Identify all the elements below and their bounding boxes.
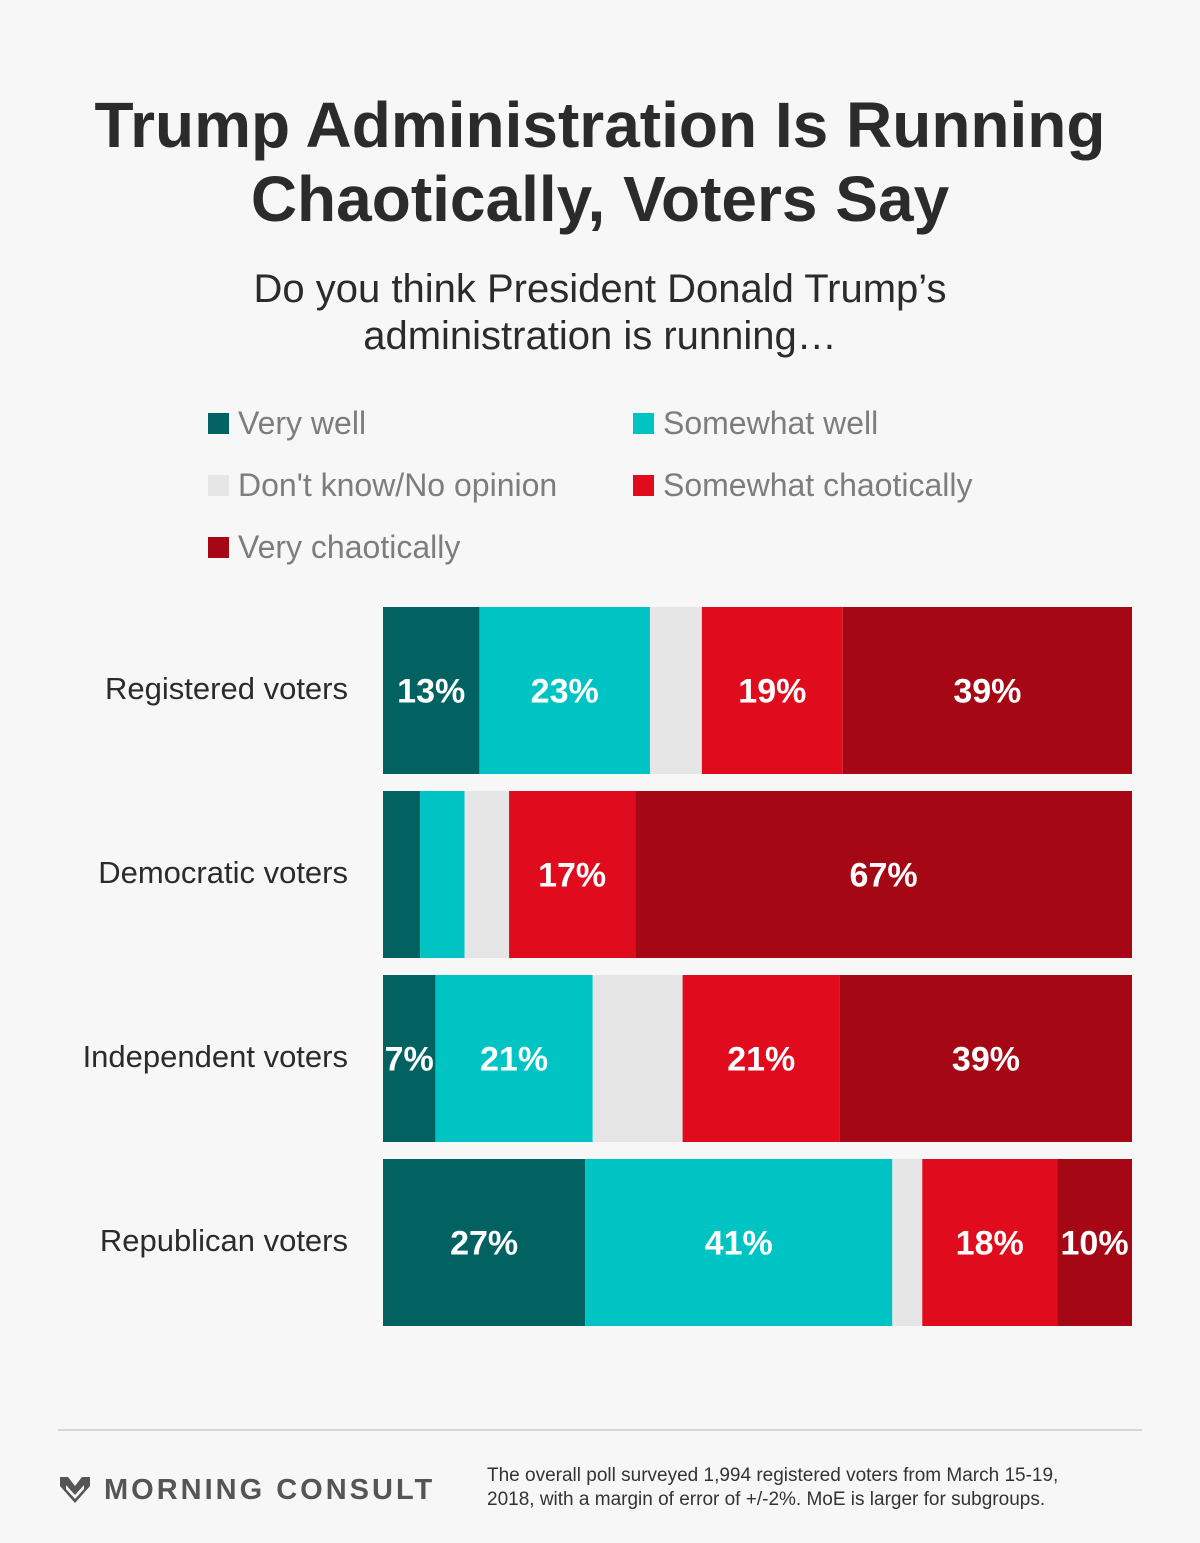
legend-label-dont-know: Don't know/No opinion: [238, 466, 558, 503]
legend-item-somewhat-well: Somewhat well: [633, 403, 878, 443]
brand-name: MORNING CONSULT: [104, 1473, 436, 1506]
chart-subtitle-line-1: Do you think President Donald Trump’s: [253, 267, 947, 311]
bar-republican-voters-don-t-know-no-opinion: [892, 1159, 923, 1326]
legend-label-very-well: Very well: [238, 404, 367, 441]
bar-registered-voters-don-t-know-no-opinion: [649, 607, 702, 774]
legend-item-very-chaotically: Very chaotically: [208, 527, 460, 567]
legend-label-somewhat-well: Somewhat well: [663, 404, 879, 441]
row-label-republican-voters: Republican voters: [99, 1223, 348, 1258]
legend-item-dont-know: Don't know/No opinion: [208, 465, 557, 505]
data-label-independent-voters-somewhat-chaotically: 21%: [727, 1041, 795, 1079]
data-label-independent-voters-very-well: 7%: [385, 1041, 434, 1079]
data-label-registered-voters-somewhat-well: 23%: [531, 673, 599, 711]
chart-legend: Very well Somewhat well Don't know/No op…: [208, 400, 1108, 580]
bar-registered-voters-somewhat-chaotically: [701, 607, 843, 774]
bar-registered-voters-somewhat-well: [479, 607, 650, 774]
bar-registered-voters-very-well: [383, 607, 480, 774]
legend-swatch-very-well: [208, 412, 229, 434]
data-label-independent-voters-somewhat-well: 21%: [480, 1041, 548, 1079]
chart-subtitle: Do you think President Donald Trump’s ad…: [0, 266, 1200, 360]
footer-divider: [58, 1429, 1142, 1431]
brand: MORNING CONSULT: [60, 1470, 435, 1510]
data-label-republican-voters-somewhat-chaotically: 18%: [956, 1225, 1024, 1263]
row-label-registered-voters: Registered voters: [105, 671, 348, 706]
chart-subtitle-line-2: administration is running…: [363, 314, 837, 358]
data-label-republican-voters-somewhat-well: 41%: [705, 1225, 773, 1263]
data-label-republican-voters-very-well: 27%: [450, 1225, 518, 1263]
morning-consult-logo-icon: [60, 1477, 90, 1503]
legend-item-somewhat-chaotically: Somewhat chaotically: [633, 465, 972, 505]
legend-label-very-chaotically: Very chaotically: [238, 528, 461, 565]
bar-republican-voters-very-well: [383, 1159, 586, 1326]
data-label-registered-voters-somewhat-chaotically: 19%: [738, 673, 806, 711]
legend-swatch-somewhat-well: [633, 412, 654, 434]
bar-democratic-voters-somewhat-well: [420, 791, 465, 958]
data-label-registered-voters-very-chaotically: 39%: [953, 673, 1021, 711]
legend-swatch-dont-know: [208, 474, 229, 496]
legend-swatch-somewhat-chaotically: [633, 474, 654, 496]
data-label-democratic-voters-somewhat-chaotically: 17%: [538, 857, 606, 895]
bar-registered-voters-very-chaotically: [842, 607, 1132, 774]
footnote-line-2: 2018, with a margin of error of +/-2%. M…: [487, 1489, 1046, 1510]
chart-title-line-2: Chaotically, Voters Say: [250, 163, 950, 235]
legend-item-very-well: Very well: [208, 403, 366, 443]
bar-democratic-voters-very-chaotically: [635, 791, 1132, 958]
chart-title: Trump Administration Is Running Chaotica…: [0, 88, 1200, 236]
bar-independent-voters-somewhat-chaotically: [682, 975, 840, 1142]
legend-label-somewhat-chaotically: Somewhat chaotically: [663, 466, 973, 503]
chart-title-line-1: Trump Administration Is Running: [94, 89, 1106, 161]
row-label-independent-voters: Independent voters: [82, 1039, 348, 1074]
bar-independent-voters-somewhat-well: [435, 975, 593, 1142]
bar-democratic-voters-don-t-know-no-opinion: [464, 791, 510, 958]
bar-independent-voters-very-chaotically: [839, 975, 1132, 1142]
data-label-independent-voters-very-chaotically: 39%: [952, 1041, 1020, 1079]
legend-swatch-very-chaotically: [208, 536, 229, 558]
bar-independent-voters-very-well: [383, 975, 436, 1142]
row-label-democratic-voters: Democratic voters: [98, 855, 348, 890]
data-label-registered-voters-very-well: 13%: [397, 673, 465, 711]
bar-democratic-voters-somewhat-chaotically: [509, 791, 636, 958]
bar-independent-voters-don-t-know-no-opinion: [592, 975, 683, 1142]
bar-republican-voters-somewhat-chaotically: [922, 1159, 1058, 1326]
data-label-democratic-voters-very-chaotically: 67%: [850, 857, 918, 895]
bar-republican-voters-very-chaotically: [1057, 1159, 1132, 1326]
footnote-line-1: The overall poll surveyed 1,994 register…: [487, 1465, 1059, 1486]
data-label-republican-voters-very-chaotically: 10%: [1061, 1225, 1129, 1263]
bar-democratic-voters-very-well: [383, 791, 421, 958]
bar-republican-voters-somewhat-well: [585, 1159, 893, 1326]
footnote: The overall poll surveyed 1,994 register…: [487, 1464, 1167, 1512]
